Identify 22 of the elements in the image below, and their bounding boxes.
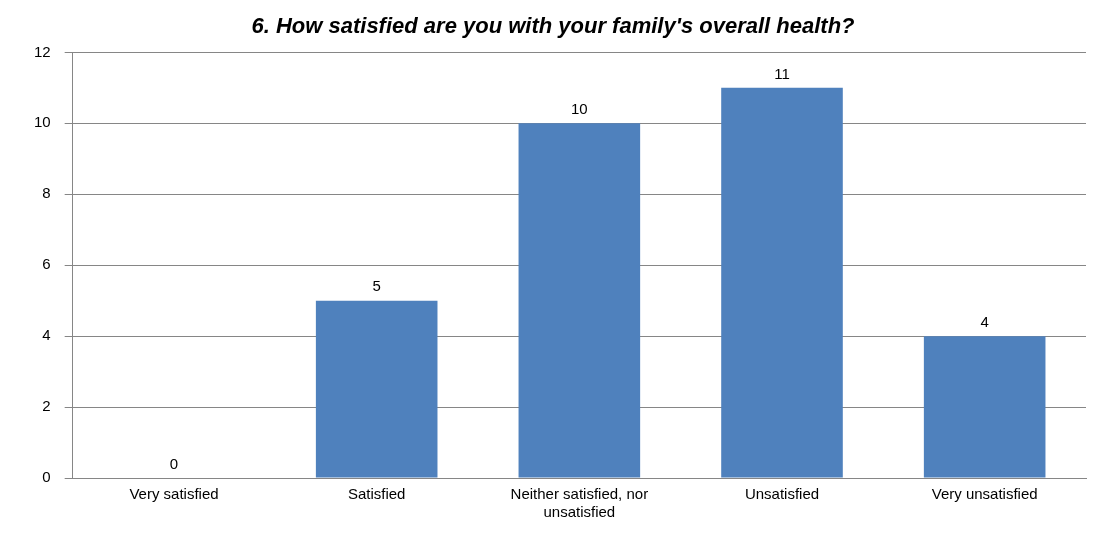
data-label: 4 xyxy=(980,312,989,330)
data-label: 10 xyxy=(571,99,588,117)
data-label: 0 xyxy=(169,454,179,472)
bar xyxy=(721,87,843,478)
y-tick-label: 4 xyxy=(42,326,51,344)
y-tick-label: 6 xyxy=(42,255,51,273)
x-tick-label: Satisfied xyxy=(347,485,406,503)
x-tick-label: Very satisfied xyxy=(129,485,219,503)
y-tick-label: 2 xyxy=(42,397,51,415)
y-tick-label: 10 xyxy=(34,113,51,131)
y-tick-label: 0 xyxy=(42,468,51,486)
bar xyxy=(923,336,1046,478)
data-label: 5 xyxy=(372,277,381,295)
bar xyxy=(518,123,641,478)
bar xyxy=(315,300,438,478)
y-tick-label: 12 xyxy=(34,42,51,60)
x-tick-label: Unsatisfied xyxy=(744,485,820,503)
x-tick-label: Very unsatisfied xyxy=(931,485,1038,503)
chart-title: 6. How satisfied are you with your family's overall health? xyxy=(251,13,855,39)
y-tick-label: 8 xyxy=(42,184,51,202)
data-label: 11 xyxy=(774,64,790,82)
x-tick-label: Neither satisfied, nor unsatisfied xyxy=(510,485,649,521)
